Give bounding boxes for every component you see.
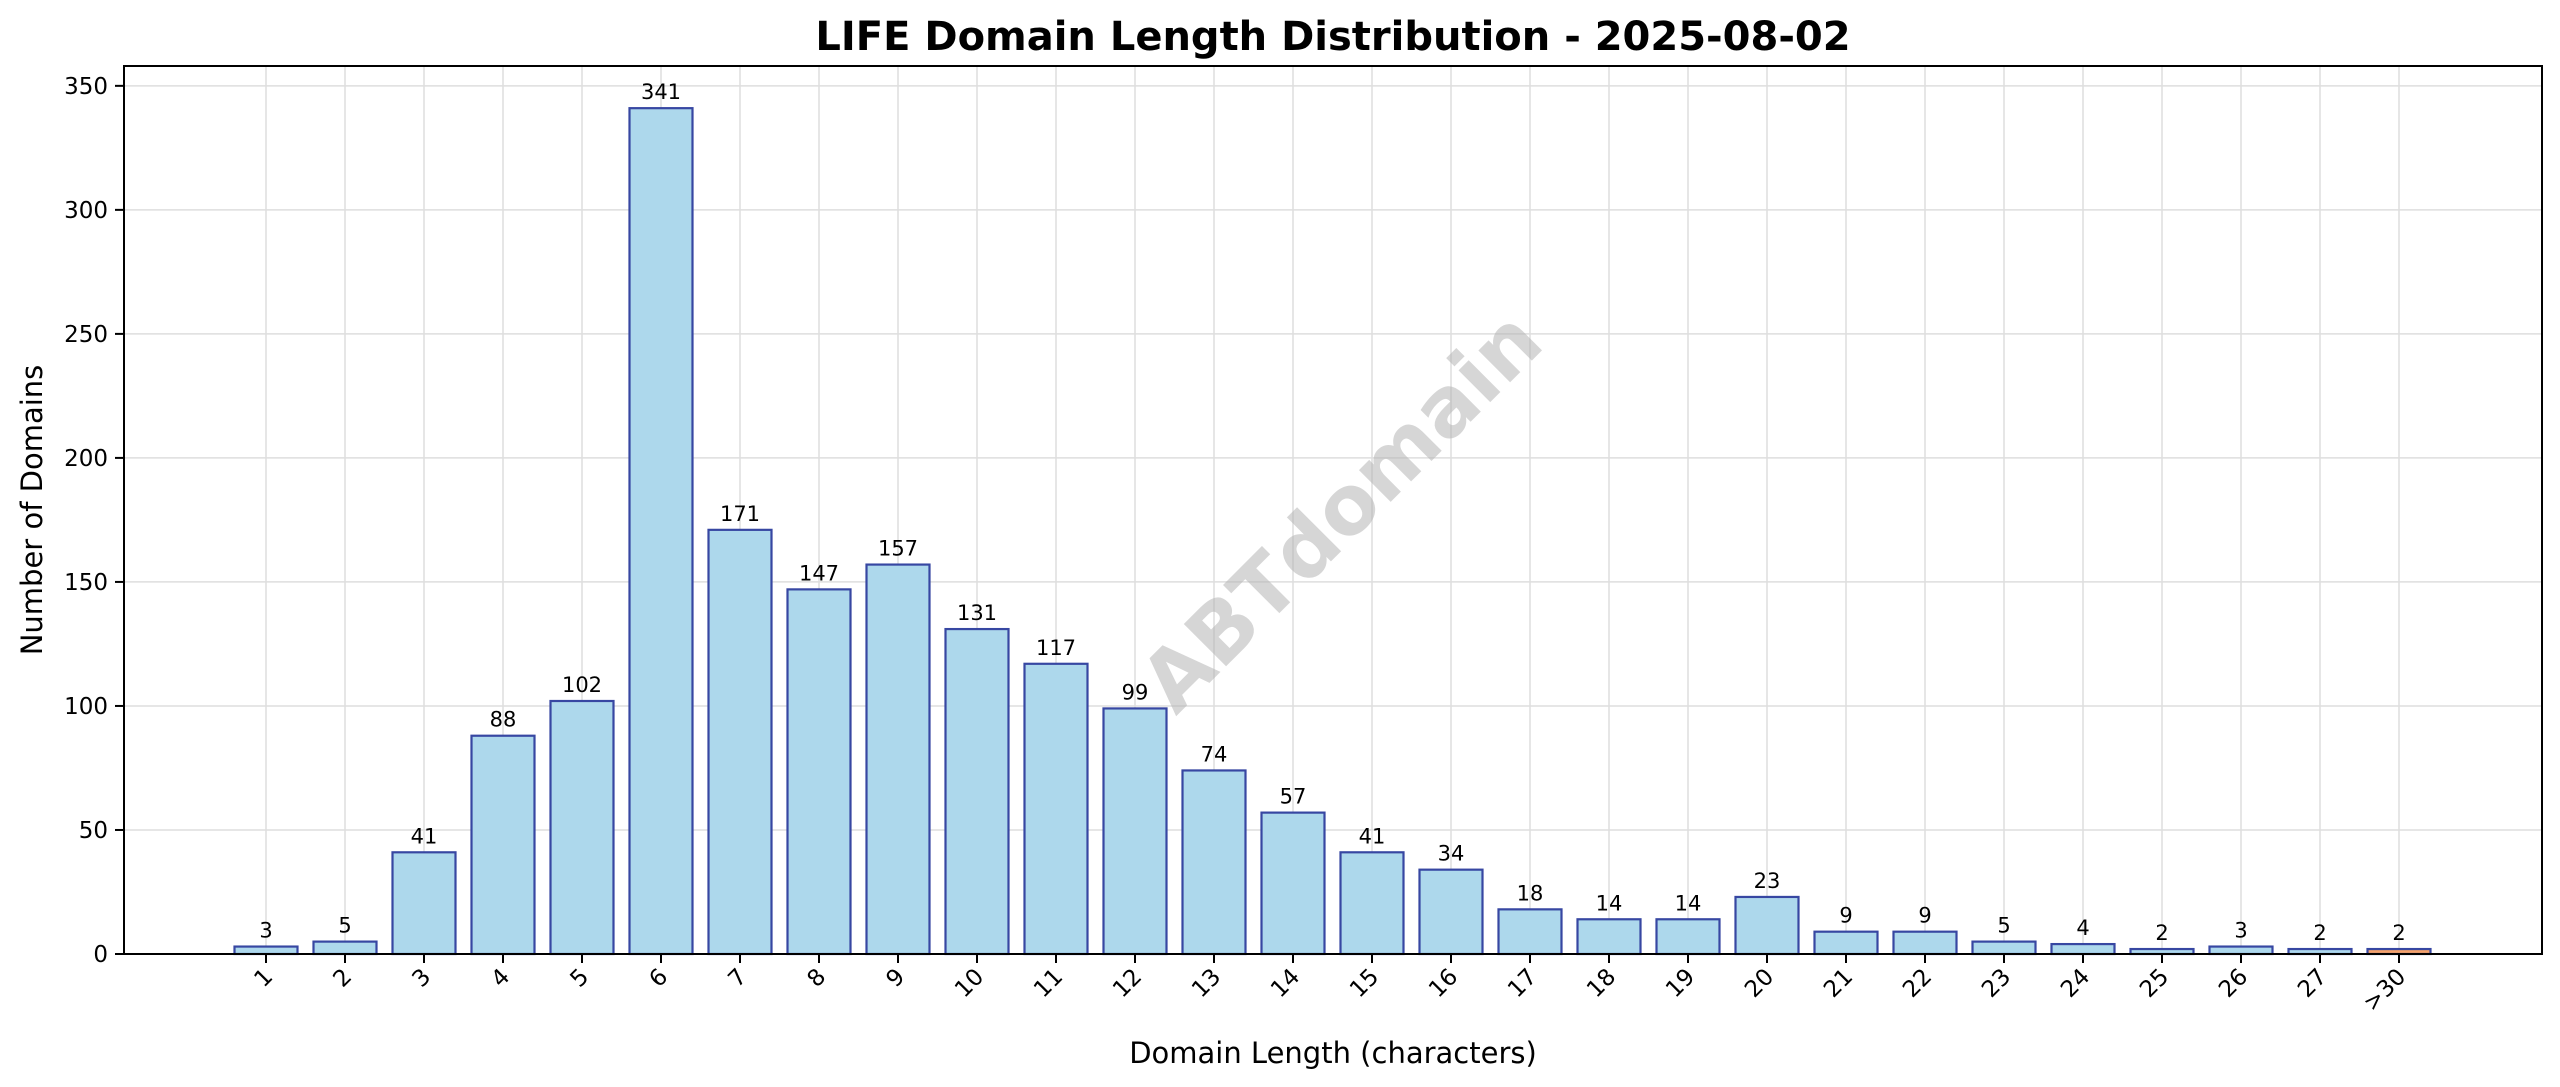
x-tick-label: 17: [1503, 964, 1542, 1003]
data-label-23: 5: [1997, 914, 2010, 938]
x-tick-label: 16: [1424, 964, 1463, 1003]
x-tick-label: 7: [724, 964, 753, 993]
bar-16: [1418, 868, 1484, 956]
x-tick-label: 5: [566, 964, 595, 993]
x-tick-label: >30: [2359, 964, 2412, 1017]
x-tick-label: 21: [1819, 964, 1858, 1003]
bar-10: [944, 627, 1010, 956]
bar-26: [2208, 945, 2274, 956]
data-label-12: 99: [1122, 680, 1149, 704]
bar-7: [707, 528, 773, 956]
x-tick-label: 24: [2056, 964, 2095, 1003]
data-label-24: 4: [2076, 916, 2089, 940]
x-tick-label: 18: [1582, 964, 1621, 1003]
bar-6: [628, 107, 694, 956]
bar-2: [312, 940, 378, 956]
data-label-10: 131: [957, 601, 997, 625]
bar-24: [2050, 942, 2116, 956]
data-label-7: 171: [720, 502, 760, 526]
data-label->30: 2: [2392, 921, 2405, 945]
data-label-27: 2: [2313, 921, 2326, 945]
bars: [233, 107, 2432, 956]
x-tick-label: 6: [645, 964, 674, 993]
y-tick-label: 250: [64, 322, 108, 348]
x-tick-label: 15: [1345, 964, 1384, 1003]
bar-22: [1892, 930, 1958, 956]
x-tick-label: 10: [950, 964, 989, 1003]
data-label-6: 341: [641, 80, 681, 104]
bar-13: [1181, 769, 1247, 956]
bar-12: [1102, 707, 1168, 956]
data-label-14: 57: [1280, 785, 1307, 809]
data-label-9: 157: [878, 537, 918, 561]
y-tick-label: 100: [64, 694, 108, 720]
x-tick-label: 26: [2214, 964, 2253, 1003]
bar-1: [233, 945, 299, 956]
x-tick-label: 3: [408, 964, 437, 993]
data-label-18: 14: [1596, 891, 1623, 915]
bar-14: [1260, 811, 1326, 956]
data-label-13: 74: [1201, 742, 1228, 766]
data-label-21: 9: [1839, 904, 1852, 928]
watermark-text: ABTdomain: [1123, 293, 1561, 731]
y-tick-label: 350: [64, 74, 108, 100]
bar-23: [1971, 940, 2037, 956]
bar-11: [1023, 662, 1089, 956]
x-tick-label: 4: [487, 964, 516, 993]
bar-21: [1813, 930, 1879, 956]
data-label-20: 23: [1754, 869, 1781, 893]
x-tick-label: 14: [1266, 964, 1305, 1003]
x-tick-label: 13: [1187, 964, 1226, 1003]
x-tick-label: 8: [803, 964, 832, 993]
x-tick-label: 25: [2135, 964, 2174, 1003]
bar-3: [391, 851, 457, 956]
y-tick-label: 150: [64, 570, 108, 596]
data-label-26: 3: [2234, 919, 2247, 943]
chart-title: LIFE Domain Length Distribution - 2025-0…: [815, 14, 1850, 60]
bar-15: [1339, 851, 1405, 956]
y-tick-label: 200: [64, 446, 108, 472]
bar-19: [1655, 918, 1721, 956]
data-label-22: 9: [1918, 904, 1931, 928]
bar-20: [1734, 895, 1800, 956]
bar-8: [786, 588, 852, 956]
y-axis-ticks: 0 50 100 150 200 250 300 350: [64, 74, 124, 968]
x-tick-label: 12: [1108, 964, 1147, 1003]
data-label-4: 88: [490, 708, 517, 732]
data-label-2: 5: [338, 914, 351, 938]
data-label-25: 2: [2155, 921, 2168, 945]
data-label-1: 3: [259, 919, 272, 943]
x-tick-label: 23: [1977, 964, 2016, 1003]
y-tick-label: 300: [64, 198, 108, 224]
bar-4: [470, 734, 536, 956]
bar-5: [549, 699, 615, 956]
y-tick-label: 0: [93, 942, 108, 968]
x-axis-label: Domain Length (characters): [1129, 1036, 1537, 1070]
y-tick-label: 50: [79, 818, 108, 844]
data-label-8: 147: [799, 561, 839, 585]
x-tick-label: 22: [1898, 964, 1937, 1003]
x-tick-label: 20: [1740, 964, 1779, 1003]
x-tick-label: 2: [329, 964, 358, 993]
plot-frame: [123, 65, 2543, 955]
x-tick-label: 27: [2293, 964, 2332, 1003]
data-label-3: 41: [411, 824, 438, 848]
x-axis-ticks: 1 2 3 4 5 6 7 8 9 10 11 12 13 14 15 16 17 18 19 20 21 22 23 24 2…: [250, 954, 2412, 1017]
x-tick-label: 1: [250, 964, 279, 993]
y-axis-label: Number of Domains: [15, 365, 49, 656]
bar-17: [1497, 908, 1563, 956]
x-tick-label: 11: [1029, 964, 1068, 1003]
x-tick-label: 9: [882, 964, 911, 993]
data-label-5: 102: [562, 673, 602, 697]
data-label-16: 34: [1438, 842, 1465, 866]
data-label-11: 117: [1036, 636, 1076, 660]
data-label-17: 18: [1517, 881, 1544, 905]
bar-18: [1576, 918, 1642, 956]
data-label-19: 14: [1675, 891, 1702, 915]
bar-9: [865, 563, 931, 956]
x-tick-label: 19: [1661, 964, 1700, 1003]
data-label-15: 41: [1359, 824, 1386, 848]
